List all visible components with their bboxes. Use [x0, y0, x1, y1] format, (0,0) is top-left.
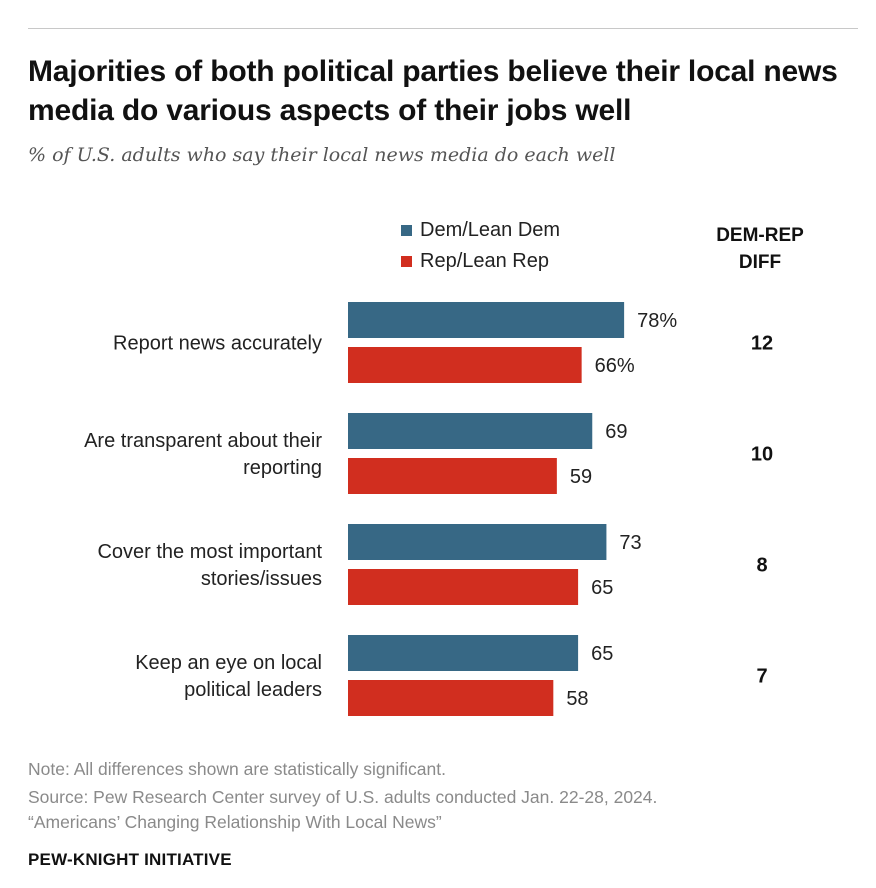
- category-label: Keep an eye on local: [135, 652, 322, 674]
- value-label-dem: 65: [591, 643, 613, 665]
- chart-title: Majorities of both political parties bel…: [28, 55, 838, 127]
- bar-dem: [348, 524, 607, 560]
- category-label: Are transparent about their: [84, 430, 322, 452]
- category-label: Cover the most important: [97, 541, 322, 563]
- bar-rep: [348, 680, 554, 716]
- legend-item-rep: Rep/Lean Rep: [401, 250, 549, 273]
- bar-rep: [348, 458, 557, 494]
- value-label-dem: 69: [605, 421, 627, 443]
- diff-header-line2: DIFF: [738, 252, 782, 273]
- report-text: “Americans’ Changing Relationship With L…: [28, 812, 442, 832]
- diff-header: DEM-REP DIFF: [690, 222, 830, 276]
- diff-value: 10: [751, 444, 773, 466]
- brand-name: PEW-KNIGHT INITIATIVE: [28, 850, 232, 869]
- category-label: political leaders: [184, 679, 322, 701]
- value-label-rep: 58: [566, 688, 588, 710]
- value-label-rep: 66%: [595, 355, 635, 377]
- value-label-dem: 73: [619, 532, 641, 554]
- note-text: Note: All differences shown are statisti…: [28, 759, 446, 779]
- top-rule: [28, 28, 858, 29]
- category-label: Report news accurately: [113, 333, 322, 355]
- diff-value: 8: [756, 555, 767, 577]
- diff-value: 7: [756, 666, 767, 688]
- bar-dem: [348, 635, 579, 671]
- value-label-dem: 78%: [637, 310, 677, 332]
- bar-rep: [348, 569, 579, 605]
- legend-swatch-dem: [401, 225, 412, 236]
- diff-value: 12: [751, 333, 773, 355]
- diff-header-line1: DEM-REP: [716, 225, 804, 246]
- legend-label-rep: Rep/Lean Rep: [420, 250, 549, 272]
- category-label: stories/issues: [201, 568, 322, 590]
- bar-rep: [348, 347, 582, 383]
- value-label-rep: 59: [570, 466, 592, 488]
- source-text: Source: Pew Research Center survey of U.…: [28, 787, 658, 807]
- bar-dem: [348, 302, 625, 338]
- legend-item-dem: Dem/Lean Dem: [401, 219, 560, 242]
- category-label: reporting: [243, 457, 322, 479]
- legend-swatch-rep: [401, 256, 412, 267]
- legend-label-dem: Dem/Lean Dem: [420, 219, 561, 241]
- bar-dem: [348, 413, 593, 449]
- value-label-rep: 65: [591, 577, 613, 599]
- chart-subtitle: % of U.S. adults who say their local new…: [28, 144, 616, 166]
